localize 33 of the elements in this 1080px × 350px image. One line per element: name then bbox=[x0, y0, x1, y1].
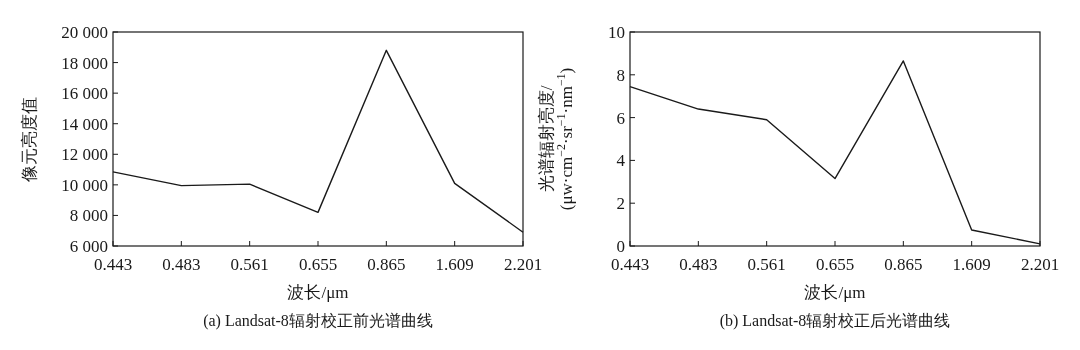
x-tick-label: 0.483 bbox=[162, 255, 201, 274]
x-tick-label: 0.561 bbox=[747, 255, 786, 274]
y-tick-label: 8 000 bbox=[69, 206, 108, 226]
y-tick-label: 14 000 bbox=[61, 114, 108, 134]
x-tick-label: 1.609 bbox=[435, 255, 474, 274]
x-axis-title: 波长/μm bbox=[287, 283, 349, 302]
x-axis-title: 波长/μm bbox=[804, 283, 866, 302]
y-tick-label: 6 000 bbox=[69, 237, 108, 256]
x-tick-label: 1.609 bbox=[952, 255, 991, 274]
x-tick-label: 0.483 bbox=[679, 255, 718, 274]
y-tick-label: 12 000 bbox=[61, 145, 108, 165]
y-tick-label: 2 bbox=[616, 194, 625, 214]
y-axis-title: 像元亮度值 bbox=[20, 96, 39, 182]
x-tick-label: 0.865 bbox=[367, 255, 406, 274]
y-tick-label: 10 000 bbox=[61, 175, 108, 195]
x-tick-label: 2.201 bbox=[1020, 255, 1060, 274]
x-tick-label: 0.655 bbox=[815, 255, 855, 274]
y-tick-label: 16 000 bbox=[61, 84, 108, 104]
y-tick-label: 20 000 bbox=[61, 23, 108, 42]
y-tick-label: 18 000 bbox=[61, 53, 108, 73]
y-tick-label: 0 bbox=[616, 237, 625, 256]
y-tick-label: 8 bbox=[616, 65, 625, 85]
x-tick-label: 0.561 bbox=[230, 255, 269, 274]
y-tick-label: 6 bbox=[616, 108, 625, 128]
y-tick-label: 10 bbox=[608, 23, 625, 42]
x-tick-label: 2.201 bbox=[503, 255, 543, 274]
y-tick-label: 4 bbox=[616, 151, 626, 171]
text: (a) Landsat-8辐射校正前光谱曲线 bbox=[203, 312, 433, 330]
x-tick-label: 0.655 bbox=[298, 255, 338, 274]
text: (b) Landsat-8辐射校正后光谱曲线 bbox=[719, 312, 951, 330]
x-tick-label: 0.443 bbox=[93, 255, 133, 274]
x-tick-label: 0.443 bbox=[610, 255, 650, 274]
x-tick-label: 0.865 bbox=[884, 255, 923, 274]
